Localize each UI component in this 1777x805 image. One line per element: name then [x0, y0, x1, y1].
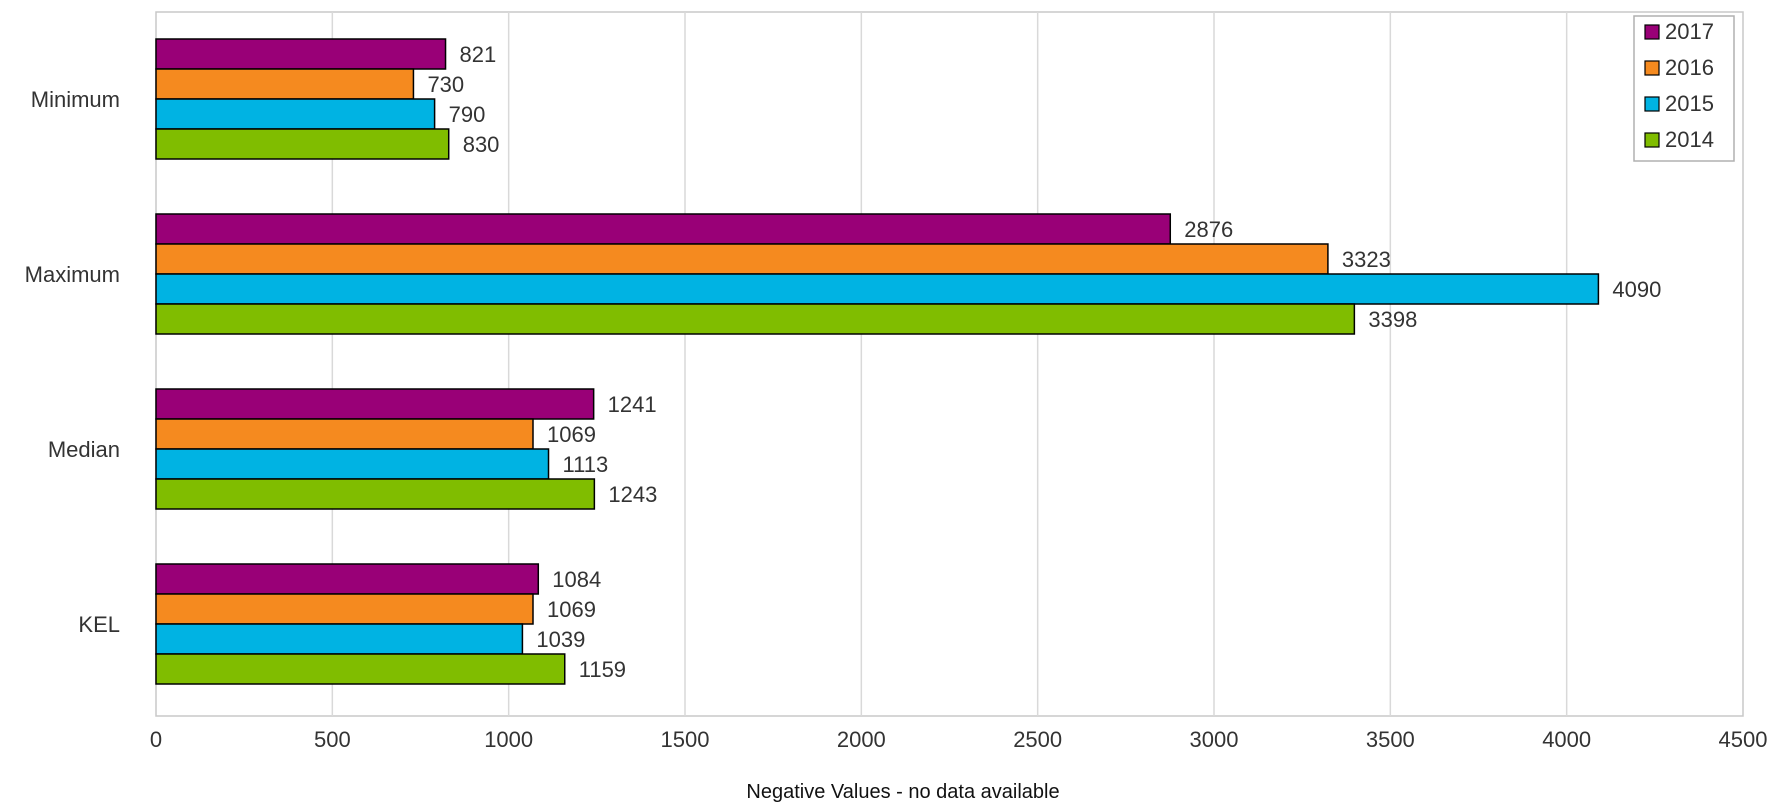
- value-label: 3323: [1342, 247, 1391, 272]
- legend-label: 2016: [1665, 55, 1714, 80]
- bar-2017-median: [155, 388, 595, 420]
- bar-2017-kel: [155, 563, 540, 595]
- legend-label: 2014: [1665, 127, 1714, 152]
- value-label: 1159: [579, 657, 626, 682]
- value-label: 4090: [1612, 277, 1661, 302]
- legend-label: 2015: [1665, 91, 1714, 116]
- bar-2015-minimum: [155, 98, 436, 130]
- x-tick-label: 1500: [661, 727, 710, 752]
- value-label: 1084: [552, 567, 601, 592]
- value-label: 1039: [536, 627, 585, 652]
- category-label: Maximum: [25, 262, 120, 287]
- value-label: 730: [427, 72, 464, 97]
- legend-swatch: [1644, 96, 1660, 112]
- x-tick-label: 2500: [1013, 727, 1062, 752]
- category-label: Median: [48, 437, 120, 462]
- x-tick-label: 500: [314, 727, 351, 752]
- bar-2014-minimum: [155, 128, 450, 160]
- value-label: 830: [463, 132, 500, 157]
- bar-2016-maximum: [155, 243, 1329, 275]
- bar-2016-kel: [155, 593, 534, 625]
- x-tick-label: 1000: [484, 727, 533, 752]
- category-label: KEL: [78, 612, 120, 637]
- x-tick-label: 3500: [1366, 727, 1415, 752]
- bar-2017-maximum: [155, 213, 1172, 245]
- legend-swatch: [1644, 132, 1660, 148]
- value-label: 1069: [547, 422, 596, 447]
- legend-swatch: [1644, 60, 1660, 76]
- bar-2016-median: [155, 418, 534, 450]
- x-tick-label: 2000: [837, 727, 886, 752]
- value-label: 1243: [608, 482, 657, 507]
- value-label: 821: [460, 42, 497, 67]
- bar-2016-minimum: [155, 68, 415, 100]
- bar-2015-maximum: [155, 273, 1600, 305]
- bar-2014-kel: [155, 653, 566, 685]
- value-label: 1113: [563, 452, 609, 477]
- bar-2015-median: [155, 448, 550, 480]
- bar-2017-minimum: [155, 38, 447, 70]
- legend-swatch: [1644, 24, 1660, 40]
- bar-2015-kel: [155, 623, 524, 655]
- legend-label: 2017: [1665, 19, 1714, 44]
- category-label: Minimum: [31, 87, 120, 112]
- x-tick-label: 0: [150, 727, 162, 752]
- value-label: 1241: [608, 392, 657, 417]
- category-labels: Minimum Maximum Median KEL: [25, 87, 120, 637]
- value-label: 1069: [547, 597, 596, 622]
- value-label: 790: [449, 102, 486, 127]
- x-axis-title: Negative Values - no data available: [746, 781, 1059, 803]
- value-label: 2876: [1184, 217, 1233, 242]
- data-labels: 821 730 790 830 2876 3323 4090 3398 1241 1069 1113…: [427, 42, 1661, 682]
- value-label: 3398: [1368, 307, 1417, 332]
- x-tick-label: 4500: [1719, 727, 1768, 752]
- x-tick-label: 4000: [1542, 727, 1591, 752]
- bar-2014-maximum: [155, 303, 1356, 335]
- bars: [155, 38, 1600, 685]
- x-tick-labels: 0 500 1000 1500 2000 2500 3000 3500 4000 4500: [150, 727, 1768, 752]
- bar-2014-median: [155, 478, 596, 510]
- legend: 2017 2016 2015 2014: [1633, 15, 1735, 162]
- x-tick-label: 3000: [1190, 727, 1239, 752]
